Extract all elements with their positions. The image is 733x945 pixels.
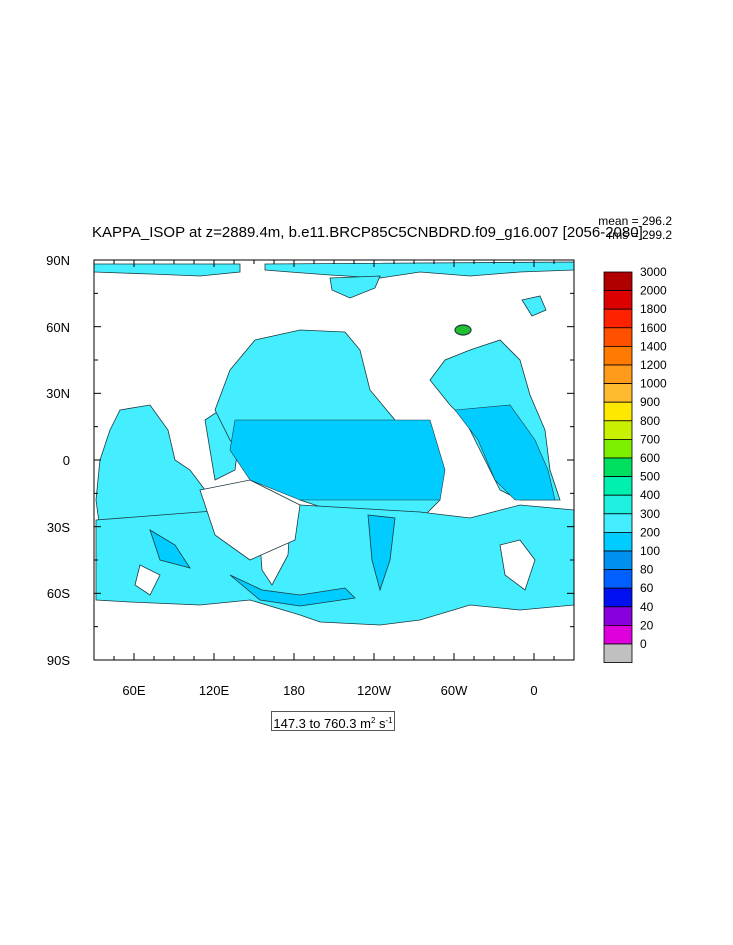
range-unit-exponent: 2 bbox=[370, 716, 376, 725]
range-unit-seconds: s bbox=[375, 716, 386, 731]
colorbar-swatch bbox=[603, 457, 633, 478]
colorbar-legend: 3000200018001600140012001000900800700600… bbox=[603, 265, 667, 664]
colorbar-swatch bbox=[603, 438, 633, 459]
colorbar-swatch bbox=[603, 513, 633, 533]
colorbar-swatch bbox=[603, 494, 633, 515]
rms-stat: rms = 299.2 bbox=[608, 228, 672, 242]
colorbar-label: 2000 bbox=[640, 284, 667, 298]
range-unit-exponent: -1 bbox=[385, 716, 393, 725]
colorbar-swatch bbox=[603, 327, 633, 347]
colorbar-label: 600 bbox=[640, 451, 660, 465]
colorbar-label: 500 bbox=[640, 470, 660, 484]
colorbar-swatch bbox=[603, 420, 633, 440]
colorbar-swatch bbox=[603, 476, 633, 496]
colorbar-label: 60 bbox=[640, 581, 654, 595]
lon-label: 60E bbox=[122, 683, 145, 698]
colorbar-label: 1800 bbox=[640, 302, 667, 316]
lat-label: 60N bbox=[46, 320, 70, 335]
latitude-labels: 90N 60N 30N 0 30S 60S 90S bbox=[46, 253, 70, 668]
colorbar-label: 80 bbox=[640, 563, 654, 577]
colorbar-label: 100 bbox=[640, 544, 660, 558]
colorbar-swatch bbox=[603, 401, 633, 422]
lon-label: 120W bbox=[357, 683, 392, 698]
colorbar-label: 400 bbox=[640, 488, 660, 502]
colorbar-swatch bbox=[603, 569, 633, 589]
map-field bbox=[94, 260, 574, 660]
colorbar-label: 1200 bbox=[640, 358, 667, 372]
colorbar-swatch bbox=[603, 587, 633, 608]
lat-label: 30N bbox=[46, 386, 70, 401]
colorbar-label: 1600 bbox=[640, 321, 667, 335]
lat-label: 30S bbox=[47, 520, 70, 535]
colorbar-swatch bbox=[603, 625, 633, 645]
colorbar-swatch bbox=[603, 643, 633, 664]
colorbar-swatch bbox=[603, 383, 633, 403]
colorbar-swatch bbox=[603, 290, 633, 310]
colorbar-swatch bbox=[603, 606, 633, 626]
colorbar-swatch bbox=[603, 364, 633, 385]
axis-ticks bbox=[93, 259, 575, 661]
colorbar-label: 300 bbox=[640, 507, 660, 521]
lon-label: 60W bbox=[441, 683, 468, 698]
colorbar-label: 3000 bbox=[640, 265, 667, 279]
lon-label: 180 bbox=[283, 683, 305, 698]
colorbar-label: 900 bbox=[640, 395, 660, 409]
lat-label: 90S bbox=[47, 653, 70, 668]
colorbar-label: 700 bbox=[640, 432, 660, 446]
lon-label: 120E bbox=[199, 683, 230, 698]
colorbar-swatch bbox=[603, 550, 633, 571]
colorbar-swatch bbox=[603, 532, 633, 552]
colorbar-swatch bbox=[603, 271, 633, 292]
colorbar-label: 1000 bbox=[640, 377, 667, 391]
colorbar-swatch bbox=[603, 345, 633, 366]
lat-label: 0 bbox=[63, 453, 70, 468]
lat-label: 60S bbox=[47, 586, 70, 601]
lat-label: 90N bbox=[46, 253, 70, 268]
colorbar-swatch bbox=[603, 308, 633, 329]
colorbar-label: 0 bbox=[640, 637, 647, 651]
colorbar-label: 40 bbox=[640, 600, 654, 614]
mean-stat: mean = 296.2 bbox=[598, 214, 672, 228]
colorbar-label: 800 bbox=[640, 414, 660, 428]
plot-title: KAPPA_ISOP at z=2889.4m, b.e11.BRCP85C5C… bbox=[92, 224, 643, 241]
colorbar-label: 200 bbox=[640, 525, 660, 539]
range-text: 147.3 to 760.3 m bbox=[273, 716, 371, 731]
colorbar-label: 1400 bbox=[640, 339, 667, 353]
colorbar-label: 20 bbox=[640, 618, 654, 632]
longitude-labels: 60E 120E 180 120W 60W 0 bbox=[122, 683, 537, 698]
lon-label: 0 bbox=[530, 683, 537, 698]
value-range-box: 147.3 to 760.3 m2 s-1 bbox=[271, 711, 395, 731]
